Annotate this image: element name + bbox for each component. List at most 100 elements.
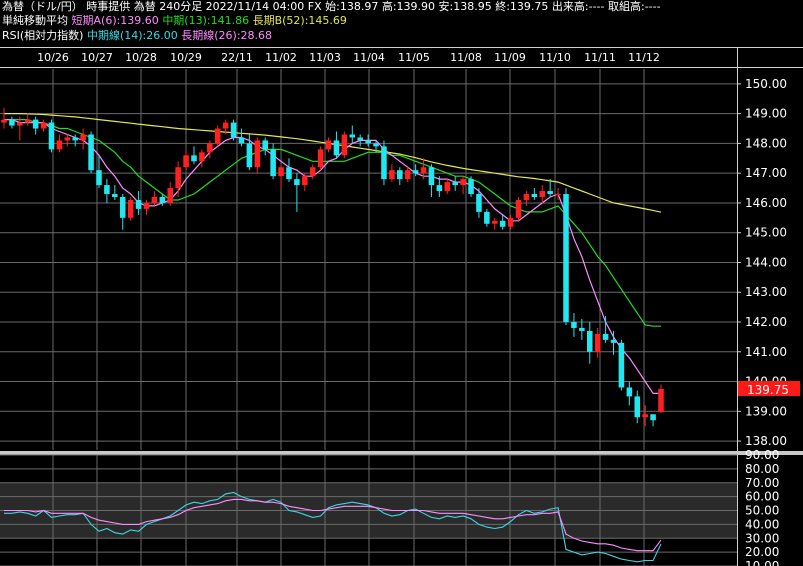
candle-body [531,194,538,197]
candle-body [56,140,63,150]
candle-body [444,182,451,192]
candle-body [135,199,142,209]
candle-body [238,137,245,144]
candle [397,167,403,186]
candle [618,339,625,391]
date-label: 11/09 [494,51,526,64]
candle-body [199,152,205,162]
candle-body [1,119,7,123]
candle [523,191,530,206]
candle-body [460,179,466,186]
candle-body [547,191,553,195]
price-tick-label: 141.00 [745,345,787,359]
candle-body [309,167,316,177]
rsi-tick-label: 60.00 [745,490,779,504]
candle-body [40,122,47,129]
candle [151,191,158,206]
candle [412,164,419,177]
candle [365,134,371,147]
candle [634,390,641,424]
candle-body [626,387,633,397]
candle-body [586,330,593,352]
price-tick-label: 146.00 [745,196,787,210]
candle [1,107,7,129]
date-label: 11/12 [628,51,660,64]
candle-body [420,167,427,174]
candle-body [618,342,625,388]
candle [199,149,205,168]
candle-body [397,170,403,180]
price-tick-label: 139.00 [745,404,787,418]
candle-body [571,322,577,328]
price-tick-label: 143.00 [745,285,787,299]
candle [563,188,569,325]
candle-body [191,155,197,162]
sma-title: 単純移動平均 [2,14,68,27]
price-tick-label: 148.00 [745,136,787,150]
candle [48,119,55,153]
sma-long-line [4,112,662,213]
date-label: 10/26 [37,51,69,64]
candle [650,414,656,427]
sma-long-label: 長期B(52):145.69 [252,14,347,27]
candle-body [658,388,664,413]
candle-body [17,122,23,126]
candle-body [492,220,498,224]
candle [214,125,221,147]
candle [349,125,356,144]
candle-body [151,196,158,203]
candle [381,140,387,186]
candle-body [112,194,118,197]
candle-body [610,339,617,343]
candle [507,214,514,230]
candle [357,134,363,147]
sma-short-line [4,118,661,394]
price-tick-label: 145.00 [745,226,787,240]
candle-body [452,182,458,186]
sma-short-label: 短期A(6):139.60 [71,14,159,27]
candle [183,149,189,171]
candle-body [563,194,569,323]
candle-body [499,220,506,227]
candle-body [373,143,379,147]
candle [428,164,435,197]
sma-legend: 単純移動平均 短期A(6):139.60 中期(13):141.86 長期B(5… [2,14,347,28]
candle-body [32,119,39,129]
candle [404,167,411,183]
candle [127,196,134,221]
candle [32,116,39,135]
candle-body [64,137,71,141]
candle-body [642,414,648,418]
candle [254,137,261,174]
candle [9,116,15,129]
price-tick-label: 150.00 [745,77,787,91]
candle-body [104,185,110,195]
candle-body [72,137,79,141]
candle [17,116,23,141]
candle-body [294,179,300,186]
candle [64,134,71,147]
candle-body [650,414,656,421]
date-label: 10/29 [170,51,202,64]
candle [302,173,308,192]
candle-body [286,167,292,180]
candle-body [634,396,641,418]
candle-body [183,155,189,168]
candle [547,179,553,197]
candle-body [88,134,94,171]
rsi-tick-label: 70.00 [745,476,779,490]
candle [104,179,110,203]
candle-body [436,185,443,192]
last-price-label: 139.75 [747,383,789,397]
candle [294,173,300,212]
candle [96,155,102,189]
candle [333,131,340,159]
date-label: 11/11 [584,51,616,64]
candle [594,327,601,358]
candle [175,161,181,197]
candle-body [80,134,86,141]
candle-body [412,170,419,174]
date-label: 11/04 [353,51,385,64]
candle [262,137,268,156]
